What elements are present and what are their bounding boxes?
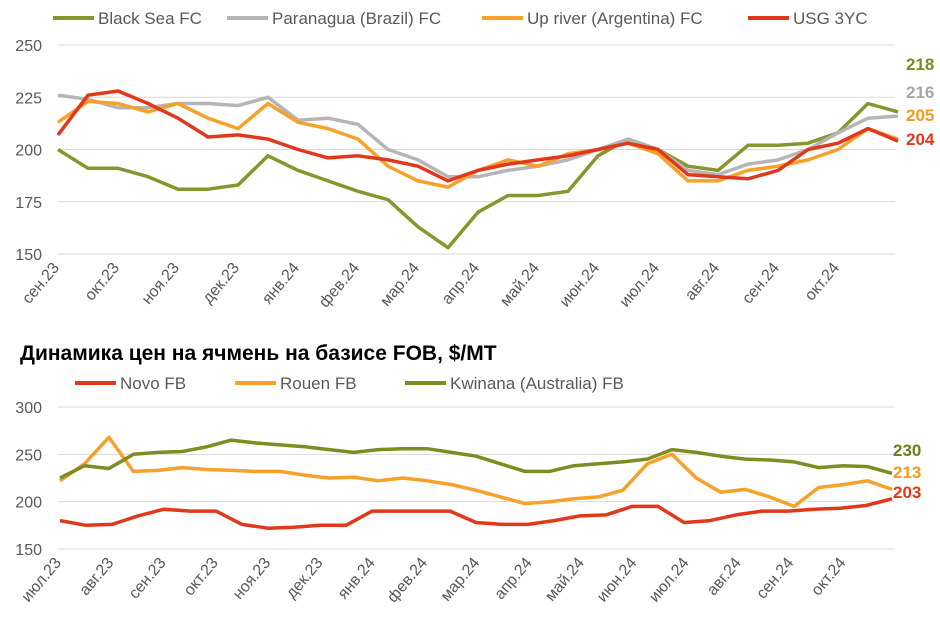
y-tick-label: 250 bbox=[15, 447, 42, 464]
y-tick-label: 150 bbox=[15, 247, 42, 264]
end-value-label: 213 bbox=[893, 463, 921, 482]
y-tick-label: 225 bbox=[15, 90, 42, 107]
legend-label: USG 3YC bbox=[793, 9, 868, 28]
x-tick-label: июл.24 bbox=[617, 260, 664, 311]
x-tick-label: янв.24 bbox=[335, 555, 379, 603]
x-tick-label: фев.24 bbox=[384, 555, 431, 606]
legend-label: Up river (Argentina) FC bbox=[527, 9, 703, 28]
x-tick-label: дек.23 bbox=[200, 260, 244, 307]
x-tick-label: фев.24 bbox=[316, 260, 363, 311]
end-value-label: 216 bbox=[906, 83, 934, 102]
legend-label: Kwinana (Australia) FB bbox=[450, 374, 624, 393]
x-tick-label: май.24 bbox=[497, 260, 543, 310]
x-tick-label: июл.23 bbox=[19, 555, 66, 606]
chart-2-title: Динамика цен на ячмень на базисе FOB, $/… bbox=[20, 342, 497, 365]
end-value-label: 205 bbox=[906, 106, 934, 125]
y-tick-label: 250 bbox=[15, 38, 42, 55]
x-tick-label: авг.23 bbox=[76, 555, 117, 599]
x-tick-label: окт.23 bbox=[181, 555, 222, 600]
y-tick-label: 200 bbox=[15, 495, 42, 512]
x-tick-label: июн.24 bbox=[594, 555, 641, 606]
legend-label: Rouen FB bbox=[280, 374, 357, 393]
legend-label: Black Sea FC bbox=[98, 9, 202, 28]
x-tick-label: май.24 bbox=[542, 555, 588, 605]
legend-label: Paranagua (Brazil) FC bbox=[272, 9, 441, 28]
x-tick-label: мар.24 bbox=[438, 555, 484, 605]
x-tick-label: апр.24 bbox=[491, 555, 535, 603]
y-tick-label: 150 bbox=[15, 542, 42, 559]
x-tick-label: июн.24 bbox=[557, 260, 604, 311]
x-tick-label: сен.23 bbox=[19, 260, 63, 308]
x-tick-label: окт.23 bbox=[82, 260, 123, 305]
x-tick-label: сен.23 bbox=[126, 555, 170, 603]
y-tick-label: 175 bbox=[15, 195, 42, 212]
x-tick-label: ноя.23 bbox=[230, 555, 274, 603]
end-value-label: 218 bbox=[906, 55, 934, 74]
x-tick-label: окт.24 bbox=[808, 555, 849, 600]
end-value-label: 230 bbox=[893, 441, 921, 460]
y-tick-label: 200 bbox=[15, 143, 42, 160]
x-tick-label: апр.24 bbox=[439, 260, 483, 308]
y-tick-label: 300 bbox=[15, 400, 42, 417]
series-line-kwinana-australia-fb bbox=[59, 438, 893, 480]
x-tick-label: июл.24 bbox=[646, 555, 693, 606]
series-line-rouen-fb bbox=[59, 435, 893, 509]
chart-1: 150 175 200 225 250 сен.23 окт.23 ноя.23 дек.23 я… bbox=[15, 9, 935, 311]
legend-label: Novo FB bbox=[120, 374, 186, 393]
series-line-novo-fb bbox=[59, 497, 893, 530]
x-tick-label: авг.24 bbox=[704, 555, 745, 599]
x-tick-label: окт.24 bbox=[802, 260, 843, 305]
x-tick-label: сен.24 bbox=[739, 260, 783, 308]
series-line-paranagua-brazil-fc bbox=[57, 93, 899, 179]
x-tick-label: янв.24 bbox=[259, 260, 303, 308]
x-tick-label: сен.24 bbox=[753, 555, 797, 603]
x-tick-label: авг.24 bbox=[682, 260, 723, 304]
end-value-label: 203 bbox=[893, 483, 921, 502]
x-tick-label: мар.24 bbox=[377, 260, 423, 310]
chart-2: 150 200 250 300 июл.23 авг.23 сен.23 окт.23 ноя.… bbox=[15, 374, 921, 606]
x-tick-label: дек.23 bbox=[283, 555, 327, 602]
x-tick-label: ноя.23 bbox=[139, 260, 183, 308]
end-value-label: 204 bbox=[906, 130, 935, 149]
